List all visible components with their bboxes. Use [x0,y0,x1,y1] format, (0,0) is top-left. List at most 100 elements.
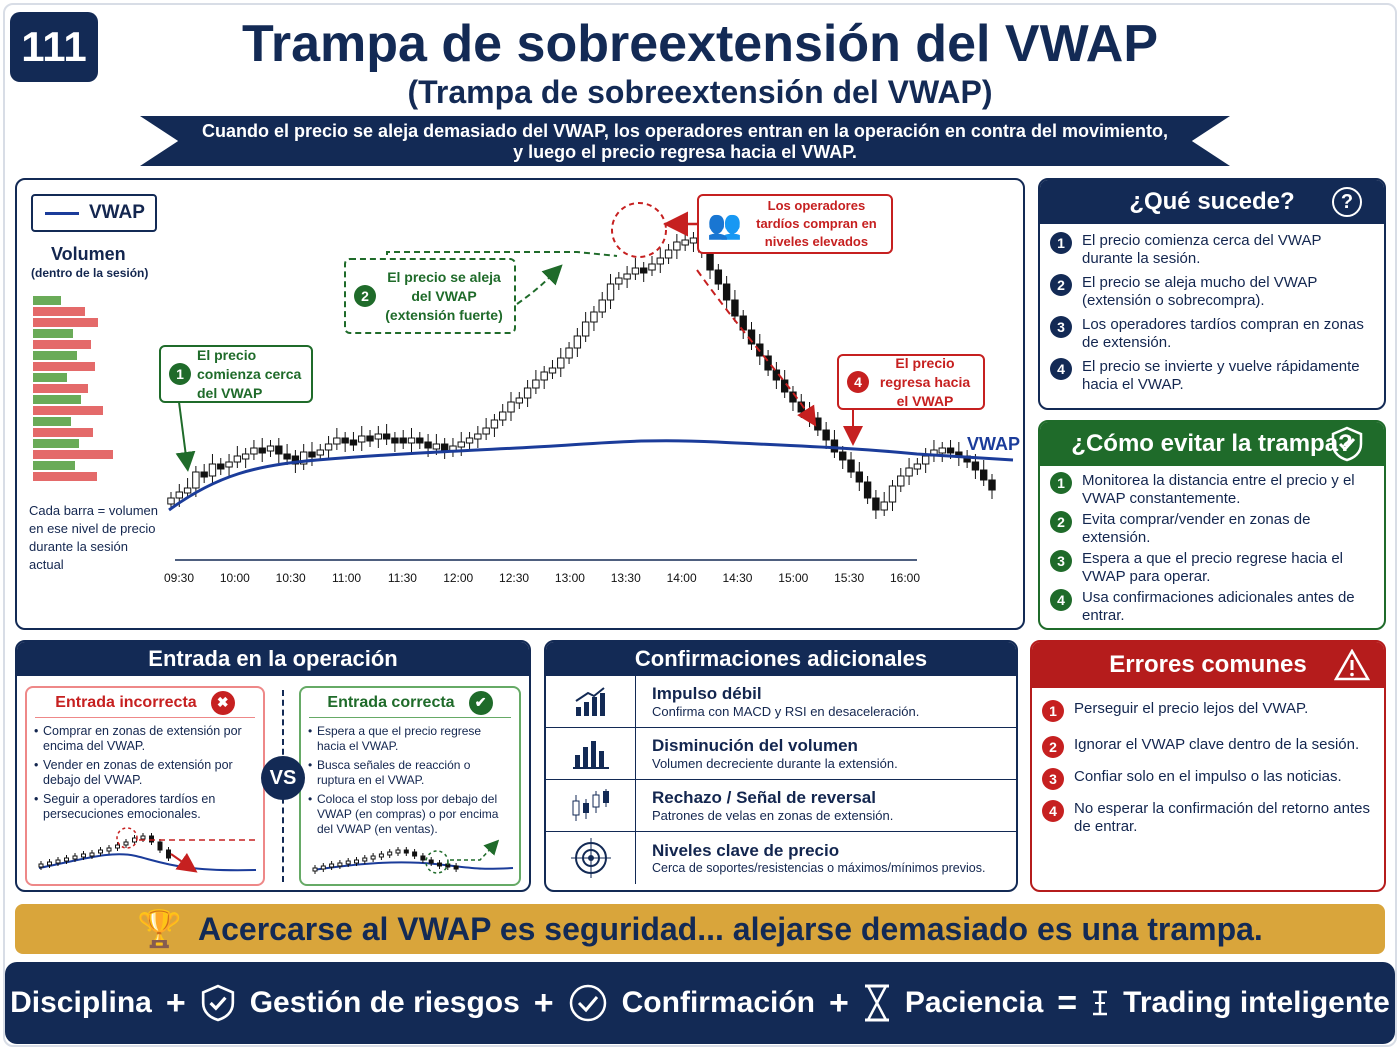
page-frame [3,3,1397,1047]
candle [316,449,324,456]
x-circle-icon: ✖ [210,690,235,715]
x-tick-label: 10:00 [220,571,250,585]
candle [897,475,905,487]
candle [183,487,192,494]
candle [573,335,582,349]
ribbon-line-1: Cuando el precio se aleja demasiado del … [202,121,1168,141]
callout-3-text: Los operadores tardíos compran en nivele… [756,198,877,249]
candle [623,273,631,280]
mini-candle [72,855,78,860]
footer-formula: Disciplina + Gestión de riesgos + Confir… [5,962,1395,1044]
list-item: Vender en zonas de extensión por debajo … [34,758,253,788]
volume-bar [33,428,93,437]
volume-bar [33,472,97,481]
mini-candle [387,851,393,856]
candle [474,433,482,440]
candle [258,447,266,454]
candle [482,427,490,435]
confirmaciones-header: Confirmaciones adicionales [546,642,1016,676]
shield-check-icon [1331,426,1363,462]
como-evitar-header: ¿Cómo evitar la trampa? [1040,422,1384,466]
volume-bar [33,307,85,316]
errores-panel: Errores comunes 1 Perseguir el precio lej… [1030,640,1386,892]
check-circle-icon: ✔ [468,690,493,715]
mini-candle [140,835,146,840]
mini-candle [106,847,112,852]
list-item: 3 Confiar solo en el impulso o las notici… [1042,768,1374,790]
list-item: Espera a que el precio regrese hacia el … [308,724,509,754]
candle [382,433,391,440]
candle [349,439,358,446]
candle [880,501,888,511]
right-entry-mini-chart [312,839,514,874]
callout-2-text: El precio se aleja del VWAP (extensión f… [385,268,503,323]
candle [424,441,432,449]
list-item: 4 Usa confirmaciones adicionales antes de… [1050,589,1374,625]
candle [250,447,258,455]
candle [863,481,872,499]
candle [275,445,283,455]
candle [606,283,615,301]
mini-candle [98,849,103,854]
candle [681,239,689,246]
candle [233,455,242,463]
candle [490,419,499,429]
mini-candle [115,844,120,849]
mini-candle [354,859,359,864]
que-sucede-title: ¿Qué sucede? [1129,188,1295,215]
candle [631,267,640,275]
candle [416,437,424,444]
callout-1-text: El precio comienza cerca del VWAP [197,346,302,401]
rising-chart-icon [546,676,636,727]
mini-candle [337,862,343,867]
candle [374,433,383,440]
entrada-header: Entrada en la operación [17,642,529,676]
volume-bar [33,461,75,470]
candle [764,355,772,371]
mini-candle [132,837,137,843]
confirmaciones-panel: Confirmaciones adicionales Impulso débil… [544,640,1018,892]
volume-bar [33,373,67,382]
volume-title: Volumen [51,244,126,264]
list-item: Seguir a operadores tardíos en persecuci… [34,792,253,822]
errores-title: Errores comunes [1109,651,1307,678]
candle [283,453,291,460]
candle [946,447,955,454]
mini-candle [166,849,171,859]
mini-candle [395,849,401,854]
mini-candle [370,855,376,860]
candle [590,311,598,323]
wrong-entry-title: Entrada incorrecta [55,693,197,711]
wrong-entry-box: Entrada incorrecta ✖ Comprar en zonas de… [25,686,265,886]
candle [822,429,830,441]
conf-row: Niveles clave de precio Cerca de soportes… [546,832,1016,884]
candle [706,251,714,271]
volume-bar [33,384,88,393]
como-evitar-panel: ¿Cómo evitar la trampa? 1 Monitorea la di… [1038,420,1386,630]
warning-icon [1334,649,1370,681]
x-tick-label: 12:00 [443,571,473,585]
mini-candle [47,861,52,866]
conf-desc: Cerca de soportes/resistencias o máximos… [652,861,986,875]
candle [557,357,565,369]
mini-candle [453,865,459,870]
candle [689,237,698,244]
candle [847,459,855,473]
volume-bar [33,318,98,327]
x-tick-labels: 09:30 10:00 10:30 11:00 11:30 12:00 12:30 13:00… [164,571,920,585]
candle [938,447,946,454]
mini-candle [378,853,384,858]
banner-text: Acercarse al VWAP es seguridad... alejar… [198,910,1263,947]
right-entry-header: Entrada correcta ✔ [309,688,511,718]
candle [615,277,623,285]
list-item: 2 Evita comprar/vender en zonas de extens… [1050,511,1374,547]
trophy-icon: 🏆 [137,908,182,949]
candle [391,437,399,444]
conf-row: Impulso débil Confirma con MACD y RSI en … [546,676,1016,728]
errores-header: Errores comunes [1032,642,1384,688]
volume-bar [33,450,113,459]
volume-bar [33,340,91,349]
mini-candle [362,857,368,862]
arrow-1 [175,401,196,472]
volume-bar [33,417,71,426]
